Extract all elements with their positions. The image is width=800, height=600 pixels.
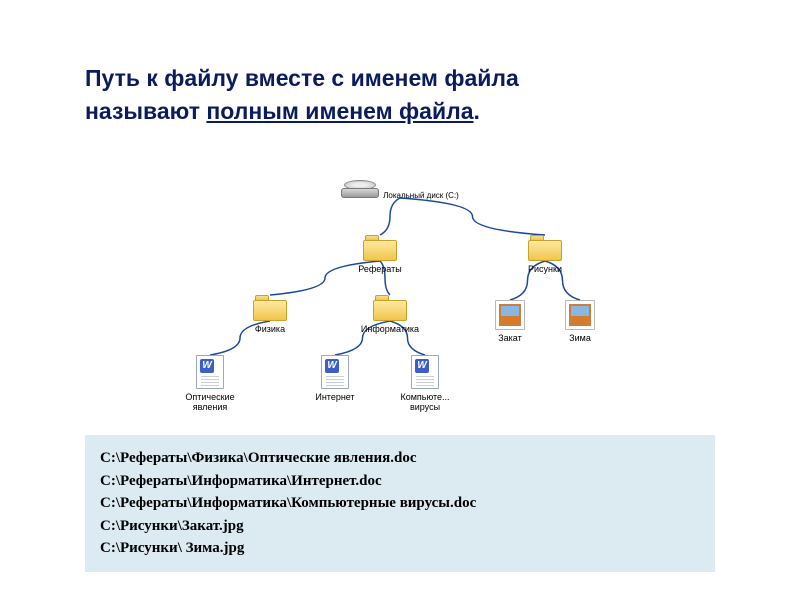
file-path-line: С:\Рефераты\Информатика\Интернет.doc: [100, 470, 700, 493]
tree-node-ris: Рисунки: [515, 235, 575, 275]
node-label: Зима: [555, 334, 605, 344]
tree-node-ref: Рефераты: [350, 235, 410, 275]
node-label: Интернет: [305, 393, 365, 403]
node-label: Рефераты: [350, 265, 410, 275]
node-label: Физика: [240, 325, 300, 335]
title-line-1: Путь к файлу вместе с именем файла: [85, 62, 705, 95]
node-label: Локальный диск (С:): [383, 192, 459, 201]
title-line-2: называют полным именем файла.: [85, 95, 705, 128]
file-path-line: С:\Рефераты\Информатика\Компьютерные вир…: [100, 492, 700, 515]
node-label: Информатика: [360, 325, 420, 335]
file-paths-list: С:\Рефераты\Физика\Оптические явления.do…: [85, 435, 715, 572]
tree-node-opt: WОптическиеявления: [180, 355, 240, 413]
tree-node-zak: Закат: [485, 300, 535, 344]
tree-node-zim: Зима: [555, 300, 605, 344]
tree-node-fiz: Физика: [240, 295, 300, 335]
node-label: Рисунки: [515, 265, 575, 275]
tree-node-komp: WКомпьюте...вирусы: [395, 355, 455, 413]
tree-node-root: Локальный диск (С:): [340, 180, 460, 201]
document-icon: W: [196, 355, 224, 389]
document-icon: W: [321, 355, 349, 389]
file-tree-diagram: Локальный диск (С:) Рефераты Рисунки Физика…: [0, 170, 800, 410]
title-underlined: полным именем файла: [206, 98, 473, 124]
folder-icon: [253, 295, 287, 321]
disk-icon: [341, 180, 379, 198]
tree-node-inf: Информатика: [360, 295, 420, 335]
tree-node-int: W Интернет: [305, 355, 365, 403]
image-icon: [495, 300, 525, 330]
node-label-2: явления: [180, 403, 240, 413]
file-path-line: С:\Рефераты\Физика\Оптические явления.do…: [100, 447, 700, 470]
folder-icon: [363, 235, 397, 261]
image-icon: [565, 300, 595, 330]
node-label-2: вирусы: [395, 403, 455, 413]
file-path-line: С:\Рисунки\ Зима.jpg: [100, 537, 700, 560]
tree-edge: [380, 198, 400, 235]
file-path-line: С:\Рисунки\Закат.jpg: [100, 515, 700, 538]
tree-edge: [400, 198, 545, 235]
page-title: Путь к файлу вместе с именем файла назыв…: [85, 62, 705, 129]
folder-icon: [373, 295, 407, 321]
node-label: Закат: [485, 334, 535, 344]
document-icon: W: [411, 355, 439, 389]
folder-icon: [528, 235, 562, 261]
